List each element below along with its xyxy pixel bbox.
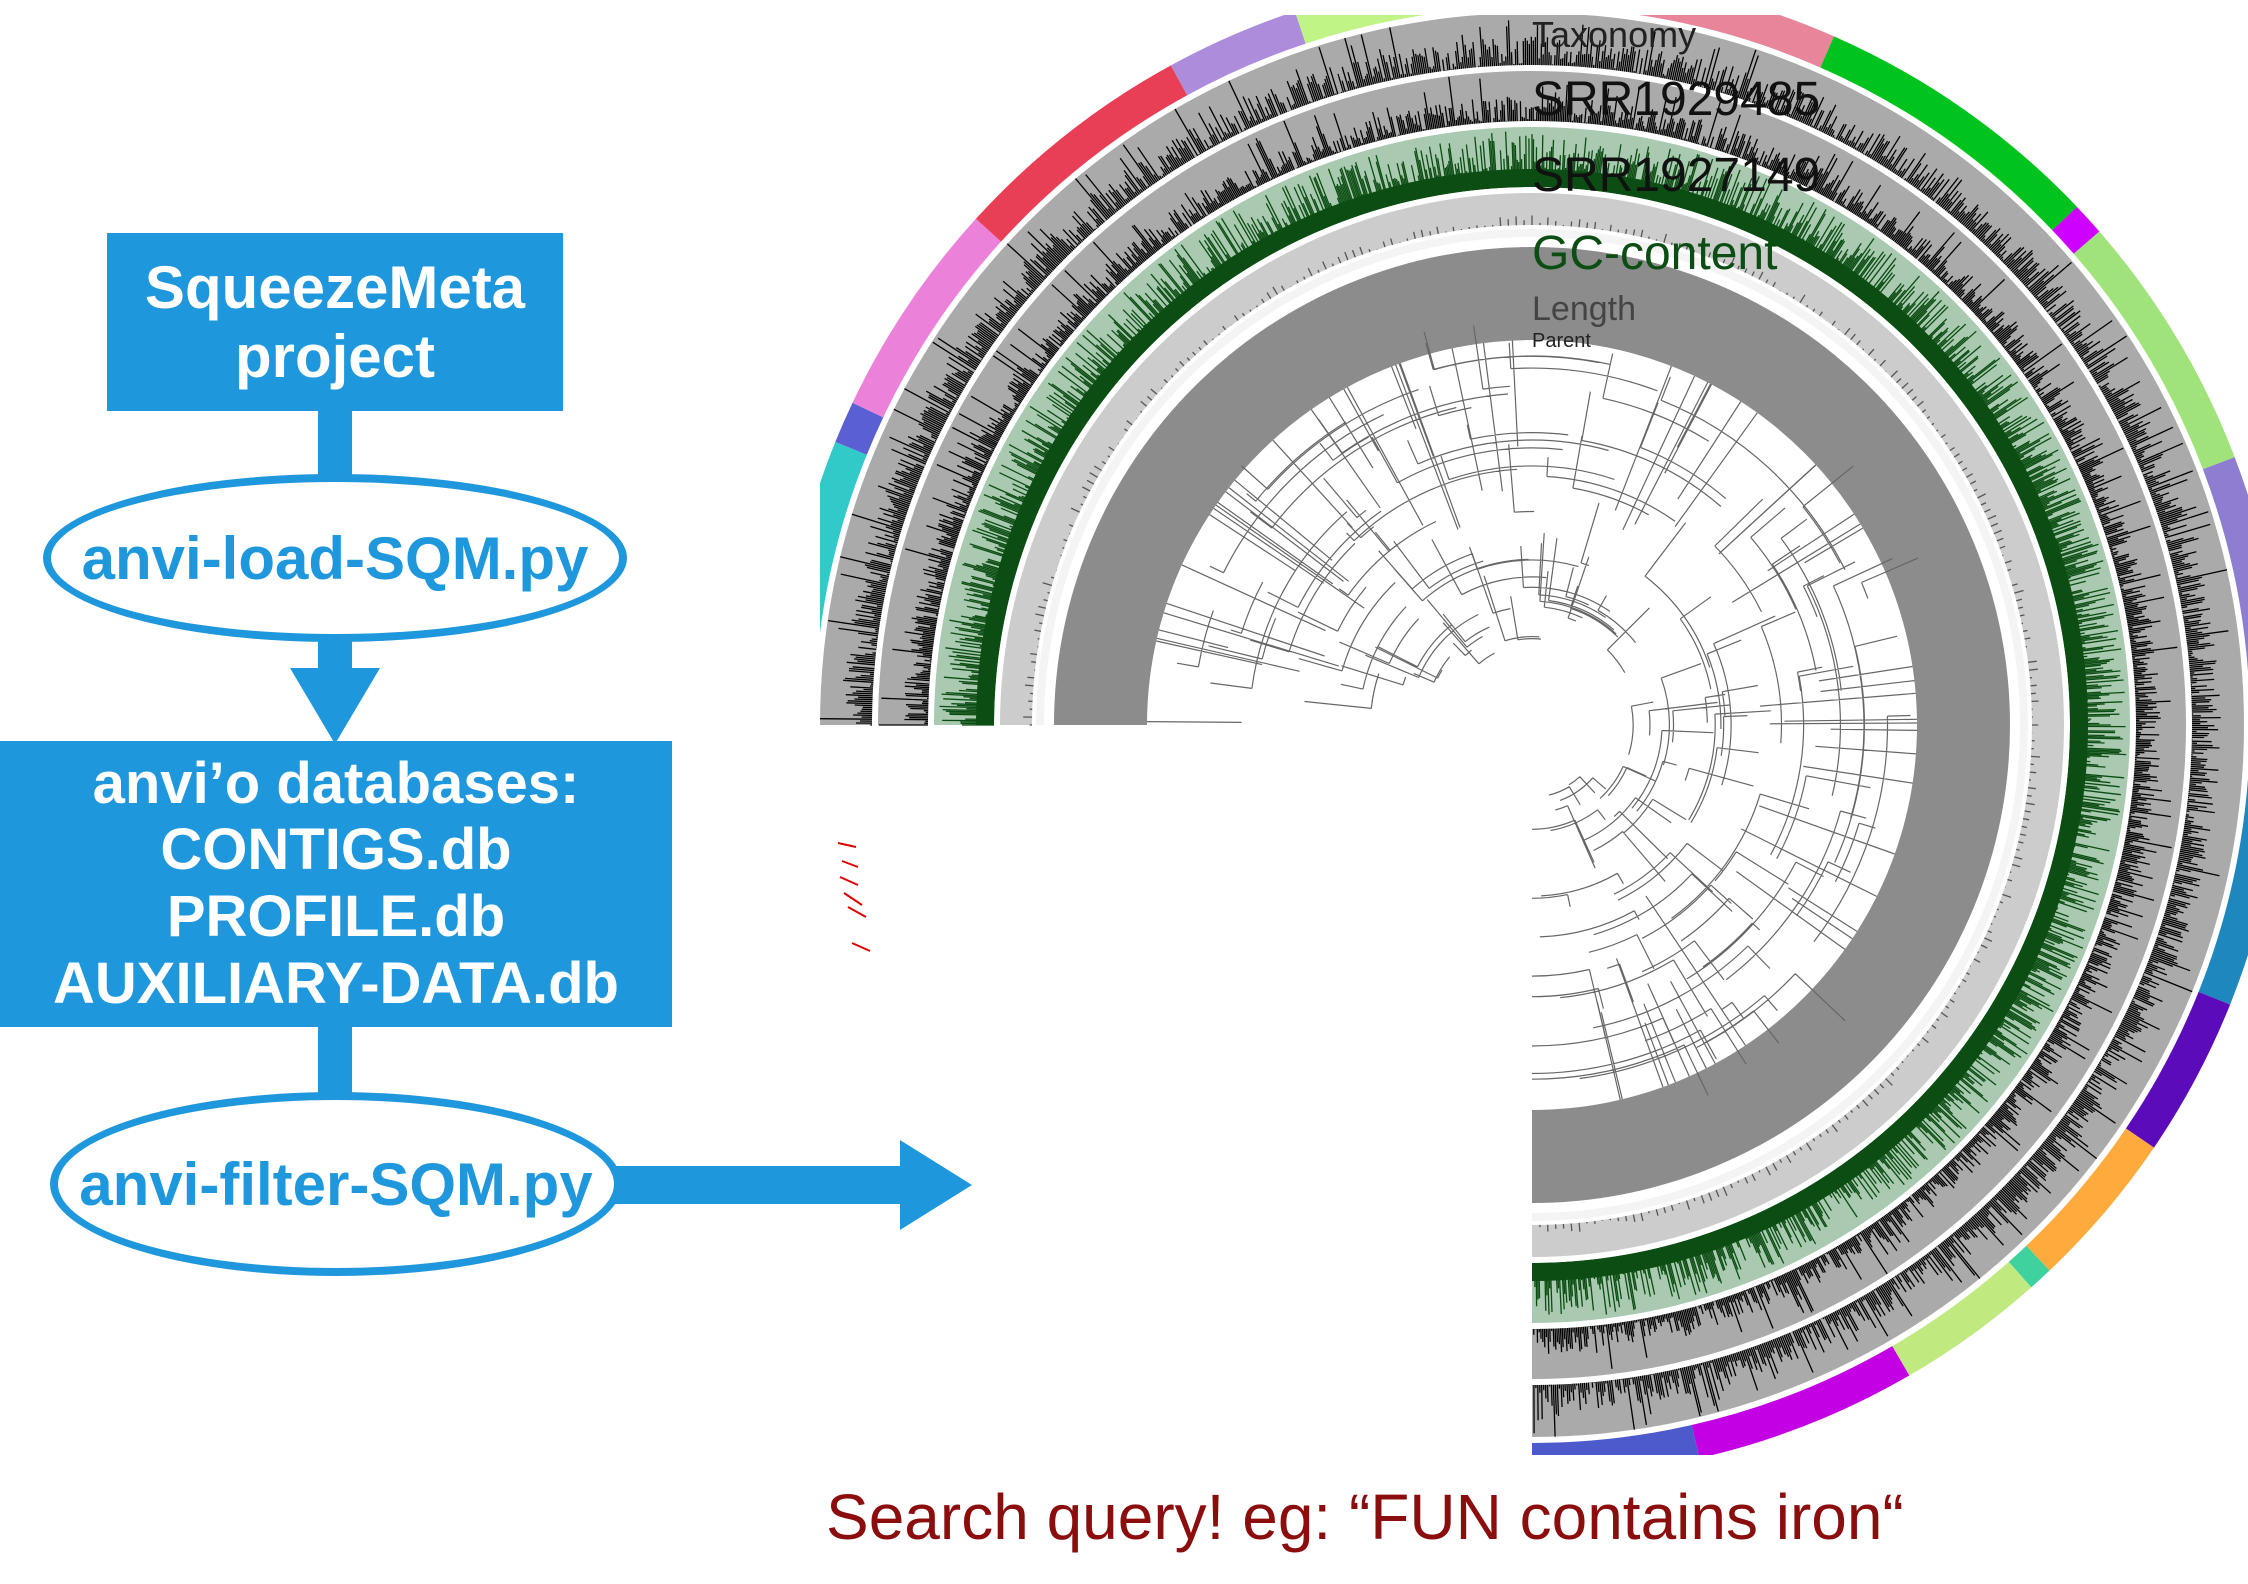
load-script-label: anvi-load-SQM.py bbox=[81, 524, 589, 592]
taxonomy-segment bbox=[2052, 206, 2100, 254]
taxonomy-segment bbox=[2125, 991, 2231, 1148]
search-highlight-mark bbox=[847, 906, 867, 918]
down-arrow-icon bbox=[290, 668, 380, 744]
anvio-databases-box: anvi’o databases: CONTIGS.db PROFILE.db … bbox=[0, 741, 672, 1027]
search-highlight-mark bbox=[837, 842, 857, 848]
coverage-ring-1-bars-lines bbox=[820, 20, 2229, 1437]
coverage-ring-2-bars-lines bbox=[878, 76, 2178, 1369]
database-auxiliary-data: AUXILIARY-DATA.db bbox=[53, 950, 619, 1016]
taxonomy-segment bbox=[1638, 15, 1835, 68]
taxonomy-segment bbox=[1892, 1261, 2032, 1376]
squeezemeta-project-box: SqueezeMeta project bbox=[107, 233, 563, 411]
parent-ring bbox=[1036, 229, 2028, 1221]
layer-label-taxonomy: Taxonomy bbox=[1532, 14, 1697, 55]
search-highlight-marks bbox=[837, 842, 871, 952]
layer-label-sample-2: SRR1927149 bbox=[1532, 149, 1821, 202]
filter-script-label: anvi-filter-SQM.py bbox=[79, 1150, 593, 1218]
search-highlight-mark bbox=[851, 942, 871, 952]
database-profile: PROFILE.db bbox=[166, 884, 506, 949]
taxonomy-segment bbox=[835, 402, 884, 455]
taxonomy-segment bbox=[1296, 15, 1426, 44]
search-highlight-mark bbox=[841, 860, 859, 868]
database-contigs: CONTIGS.db bbox=[160, 817, 512, 883]
taxonomy-segment bbox=[2198, 777, 2248, 1005]
layer-label-length: Length bbox=[1532, 290, 1636, 328]
dendrogram bbox=[1146, 325, 1919, 1100]
taxonomy-segment bbox=[2073, 231, 2235, 470]
anvio-radial-view bbox=[820, 15, 2248, 1455]
taxonomy-ring bbox=[820, 15, 2248, 1455]
coverage-ring-2-bars bbox=[878, 76, 2178, 1369]
length-ring-bars-lines bbox=[1023, 215, 2041, 1232]
taxonomy-segment bbox=[1170, 15, 1306, 96]
project-box-line2: project bbox=[234, 323, 436, 390]
taxonomy-segment bbox=[2008, 1245, 2050, 1288]
layer-label-sample-1: SRR1929485 bbox=[1532, 73, 1821, 126]
tree-outer-ring bbox=[1054, 247, 2010, 1203]
layer-label-gc-content: GC-content bbox=[1532, 227, 1778, 280]
anvi-filter-sqm-oval: anvi-filter-SQM.py bbox=[50, 1092, 622, 1276]
dendrogram-branches bbox=[1146, 325, 1919, 1100]
search-highlight-mark bbox=[839, 876, 859, 886]
taxonomy-segment bbox=[852, 218, 1002, 418]
radial-dendrogram-svg bbox=[820, 15, 2248, 1455]
connector-filter-to-radial bbox=[612, 1166, 912, 1204]
taxonomy-segment bbox=[1532, 1425, 1699, 1455]
anvi-load-sqm-oval: anvi-load-SQM.py bbox=[43, 474, 627, 642]
taxonomy-segment bbox=[2202, 457, 2248, 673]
databases-title: anvi’o databases: bbox=[92, 750, 580, 816]
search-caption: Search query! eg: “FUN contains iron“ bbox=[826, 1481, 1904, 1553]
taxonomy-segment bbox=[1820, 36, 2077, 231]
length-ring-bars bbox=[1023, 215, 2041, 1232]
layer-label-parent: Parent bbox=[1532, 330, 1591, 352]
taxonomy-segment bbox=[2026, 1128, 2155, 1271]
coverage-ring-1-bars bbox=[820, 20, 2229, 1437]
taxonomy-segment bbox=[820, 441, 867, 633]
right-arrow-icon bbox=[900, 1140, 972, 1230]
taxonomy-segment bbox=[975, 65, 1188, 242]
taxonomy-segment bbox=[1691, 1346, 1910, 1455]
project-box-line1: SqueezeMeta bbox=[144, 254, 526, 321]
search-highlight-mark bbox=[843, 892, 863, 906]
